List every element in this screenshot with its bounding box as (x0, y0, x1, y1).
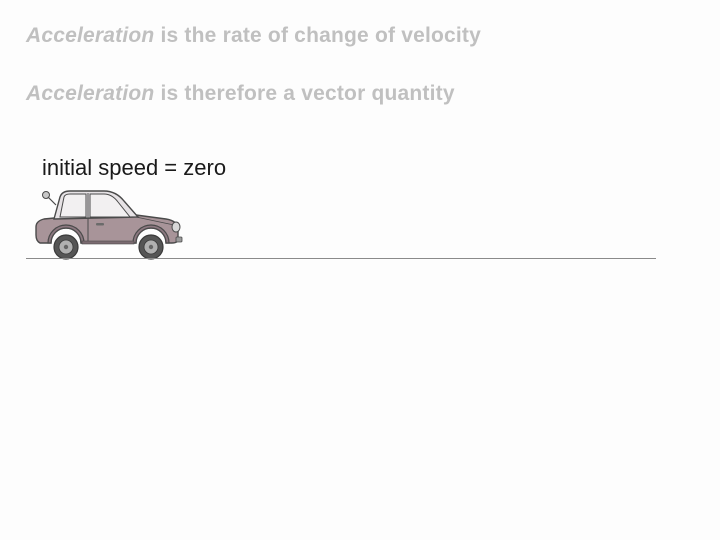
speed-label: initial speed = zero (42, 155, 226, 181)
headlight-icon (172, 222, 180, 232)
definition-line-1: Acceleration is the rate of change of ve… (26, 24, 481, 48)
accel-word-1: Acceleration (26, 24, 154, 47)
accel-word-2: Acceleration (26, 82, 154, 105)
slide: Acceleration is the rate of change of ve… (0, 0, 720, 540)
window-rear-icon (60, 194, 86, 217)
ground-line (26, 258, 656, 259)
car-illustration (26, 185, 196, 260)
line2-rest: is therefore a vector quantity (154, 82, 454, 105)
definition-line-2: Acceleration is therefore a vector quant… (26, 82, 455, 106)
line1-rest: is the rate of change of velocity (154, 24, 481, 47)
